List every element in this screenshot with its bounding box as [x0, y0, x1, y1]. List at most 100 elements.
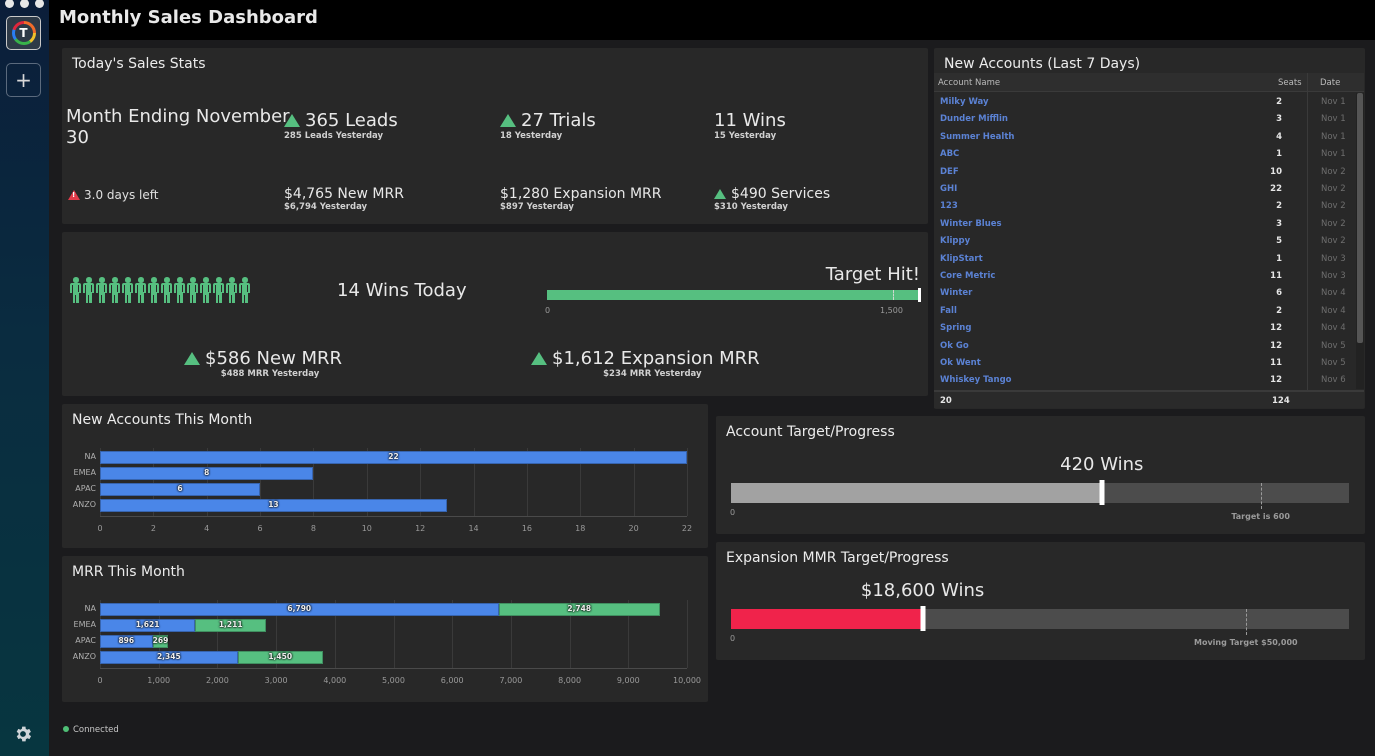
panel-title: Today's Sales Stats	[72, 56, 206, 72]
gridline	[526, 448, 528, 516]
leads-sub: 285 Leads Yesterday	[284, 131, 384, 141]
table-scrollbar[interactable]	[1356, 93, 1364, 389]
seats-cell: 1	[1276, 253, 1282, 264]
table-row[interactable]: 123 2 Nov 2	[934, 197, 1354, 214]
gridline	[420, 448, 422, 516]
status-dot-icon	[63, 726, 69, 732]
table-row[interactable]: Ok Went 11 Nov 5	[934, 354, 1354, 371]
todays-sales-stats-panel: Today's Sales Stats Month Ending Novembe…	[62, 48, 928, 224]
table-row[interactable]: Fall 2 Nov 4	[934, 302, 1354, 319]
person-icon	[96, 277, 108, 303]
x-tick-label: 20	[628, 524, 639, 533]
x-tick-label: 12	[415, 524, 426, 533]
bar-new-mrr[interactable]	[100, 651, 238, 664]
gridline	[206, 448, 208, 516]
column-header-seats[interactable]: Seats	[1278, 78, 1302, 88]
account-name-link[interactable]: Dunder Mifflin	[940, 114, 1008, 125]
person-icon	[187, 277, 199, 303]
x-tick-label: 4	[204, 524, 210, 533]
table-row[interactable]: ABC 1 Nov 1	[934, 145, 1354, 162]
table-row[interactable]: Winter 6 Nov 4	[934, 284, 1354, 301]
account-name-link[interactable]: ABC	[940, 149, 960, 160]
bar[interactable]	[100, 483, 261, 496]
table-row[interactable]: Ok Go 12 Nov 5	[934, 337, 1354, 354]
expansion-mrr-sub: $897 Yesterday	[500, 202, 574, 212]
x-axis-line	[100, 668, 687, 669]
table-row[interactable]: Whiskey Tango 12 Nov 6	[934, 371, 1354, 388]
triangle-up-icon	[184, 352, 200, 365]
x-tick-label: 4,000	[323, 676, 347, 685]
account-target-label: Target is 600	[1231, 512, 1290, 521]
account-name-link[interactable]: Core Metric	[940, 271, 996, 281]
table-row[interactable]: DEF 10 Nov 2	[934, 163, 1354, 180]
column-header-date[interactable]: Date	[1320, 78, 1341, 88]
account-name-link[interactable]: Fall	[940, 305, 957, 316]
sidebar: T +	[0, 0, 49, 756]
bar-expansion-mrr[interactable]	[152, 635, 169, 648]
bar-expansion-mrr[interactable]	[498, 603, 660, 616]
x-tick-label: 3,000	[264, 676, 288, 685]
dots-icon[interactable]	[5, 0, 44, 8]
date-cell: Nov 1	[1321, 131, 1346, 142]
date-cell: Nov 5	[1321, 340, 1346, 351]
account-name-link[interactable]: Ok Go	[940, 340, 969, 351]
gridline	[100, 448, 101, 516]
bar-expansion-mrr[interactable]	[237, 651, 323, 664]
bar-new-mrr[interactable]	[100, 603, 499, 616]
new-mrr-sub: $6,794 Yesterday	[284, 202, 368, 212]
days-left-text: 3.0 days left	[84, 188, 159, 202]
bar-expansion-mrr[interactable]	[195, 619, 267, 632]
table-row[interactable]: Dunder Mifflin 3 Nov 1	[934, 110, 1354, 127]
bar-new-mrr[interactable]	[100, 619, 196, 632]
data-label: 2,345	[156, 652, 181, 661]
seats-cell: 6	[1276, 288, 1282, 299]
scrollbar-thumb[interactable]	[1357, 93, 1363, 343]
account-name-link[interactable]: 123	[940, 201, 958, 212]
wins-today-panel: 14 Wins Today Target Hit! 0 1,500 $586 N…	[62, 232, 928, 396]
account-name-link[interactable]: Winter Blues	[940, 218, 1002, 229]
gridline	[687, 448, 688, 516]
account-name-link[interactable]: GHI	[940, 184, 958, 194]
table-row[interactable]: GHI 22 Nov 2	[934, 180, 1354, 197]
account-name-link[interactable]: DEF	[940, 166, 959, 177]
table-row[interactable]: KlipStart 1 Nov 3	[934, 250, 1354, 267]
bar[interactable]	[100, 499, 447, 512]
add-dashboard-button[interactable]: +	[6, 63, 41, 97]
person-icon	[200, 277, 212, 303]
column-header-account-name[interactable]: Account Name	[938, 78, 1001, 88]
table-row[interactable]: Spring 12 Nov 4	[934, 319, 1354, 336]
account-target-marker	[1260, 483, 1262, 509]
account-name-link[interactable]: Winter	[940, 288, 973, 299]
person-icon	[226, 277, 238, 303]
table-row[interactable]: Klippy 5 Nov 2	[934, 232, 1354, 249]
triangle-up-icon	[531, 352, 547, 365]
account-name-link[interactable]: Ok Went	[940, 358, 981, 368]
account-name-link[interactable]: Klippy	[940, 236, 971, 247]
logo-letter: T	[14, 24, 33, 42]
table-row[interactable]: Milky Way 2 Nov 1	[934, 93, 1354, 110]
account-progress-value: 420 Wins	[1060, 454, 1144, 475]
bar-new-mrr[interactable]	[100, 635, 153, 648]
panel-new-mrr-value: $586 New MRR	[205, 348, 343, 369]
gridline	[510, 600, 512, 668]
data-label: 896	[118, 636, 135, 645]
gear-icon[interactable]	[13, 724, 33, 744]
expansion-target-panel: Expansion MMR Target/Progress $18,600 Wi…	[716, 542, 1365, 660]
account-name-link[interactable]: Whiskey Tango	[940, 375, 1012, 386]
bar[interactable]	[100, 467, 314, 480]
gridline	[633, 448, 635, 516]
table-row[interactable]: Winter Blues 3 Nov 2	[934, 215, 1354, 232]
wins-today-label: 14 Wins Today	[337, 280, 467, 301]
account-name-link[interactable]: Milky Way	[940, 97, 989, 107]
date-cell: Nov 3	[1321, 253, 1346, 264]
bar[interactable]	[100, 451, 687, 464]
account-name-link[interactable]: KlipStart	[940, 253, 983, 264]
account-name-link[interactable]: Spring	[940, 323, 972, 334]
seats-cell: 12	[1270, 323, 1282, 334]
table-row[interactable]: Core Metric 11 Nov 3	[934, 267, 1354, 284]
services-value: $490 Services	[731, 186, 831, 202]
app-logo-button[interactable]: T	[6, 16, 41, 50]
account-name-link[interactable]: Summer Health	[940, 131, 1015, 142]
table-row[interactable]: Summer Health 4 Nov 1	[934, 128, 1354, 145]
category-label: EMEA	[73, 620, 96, 629]
